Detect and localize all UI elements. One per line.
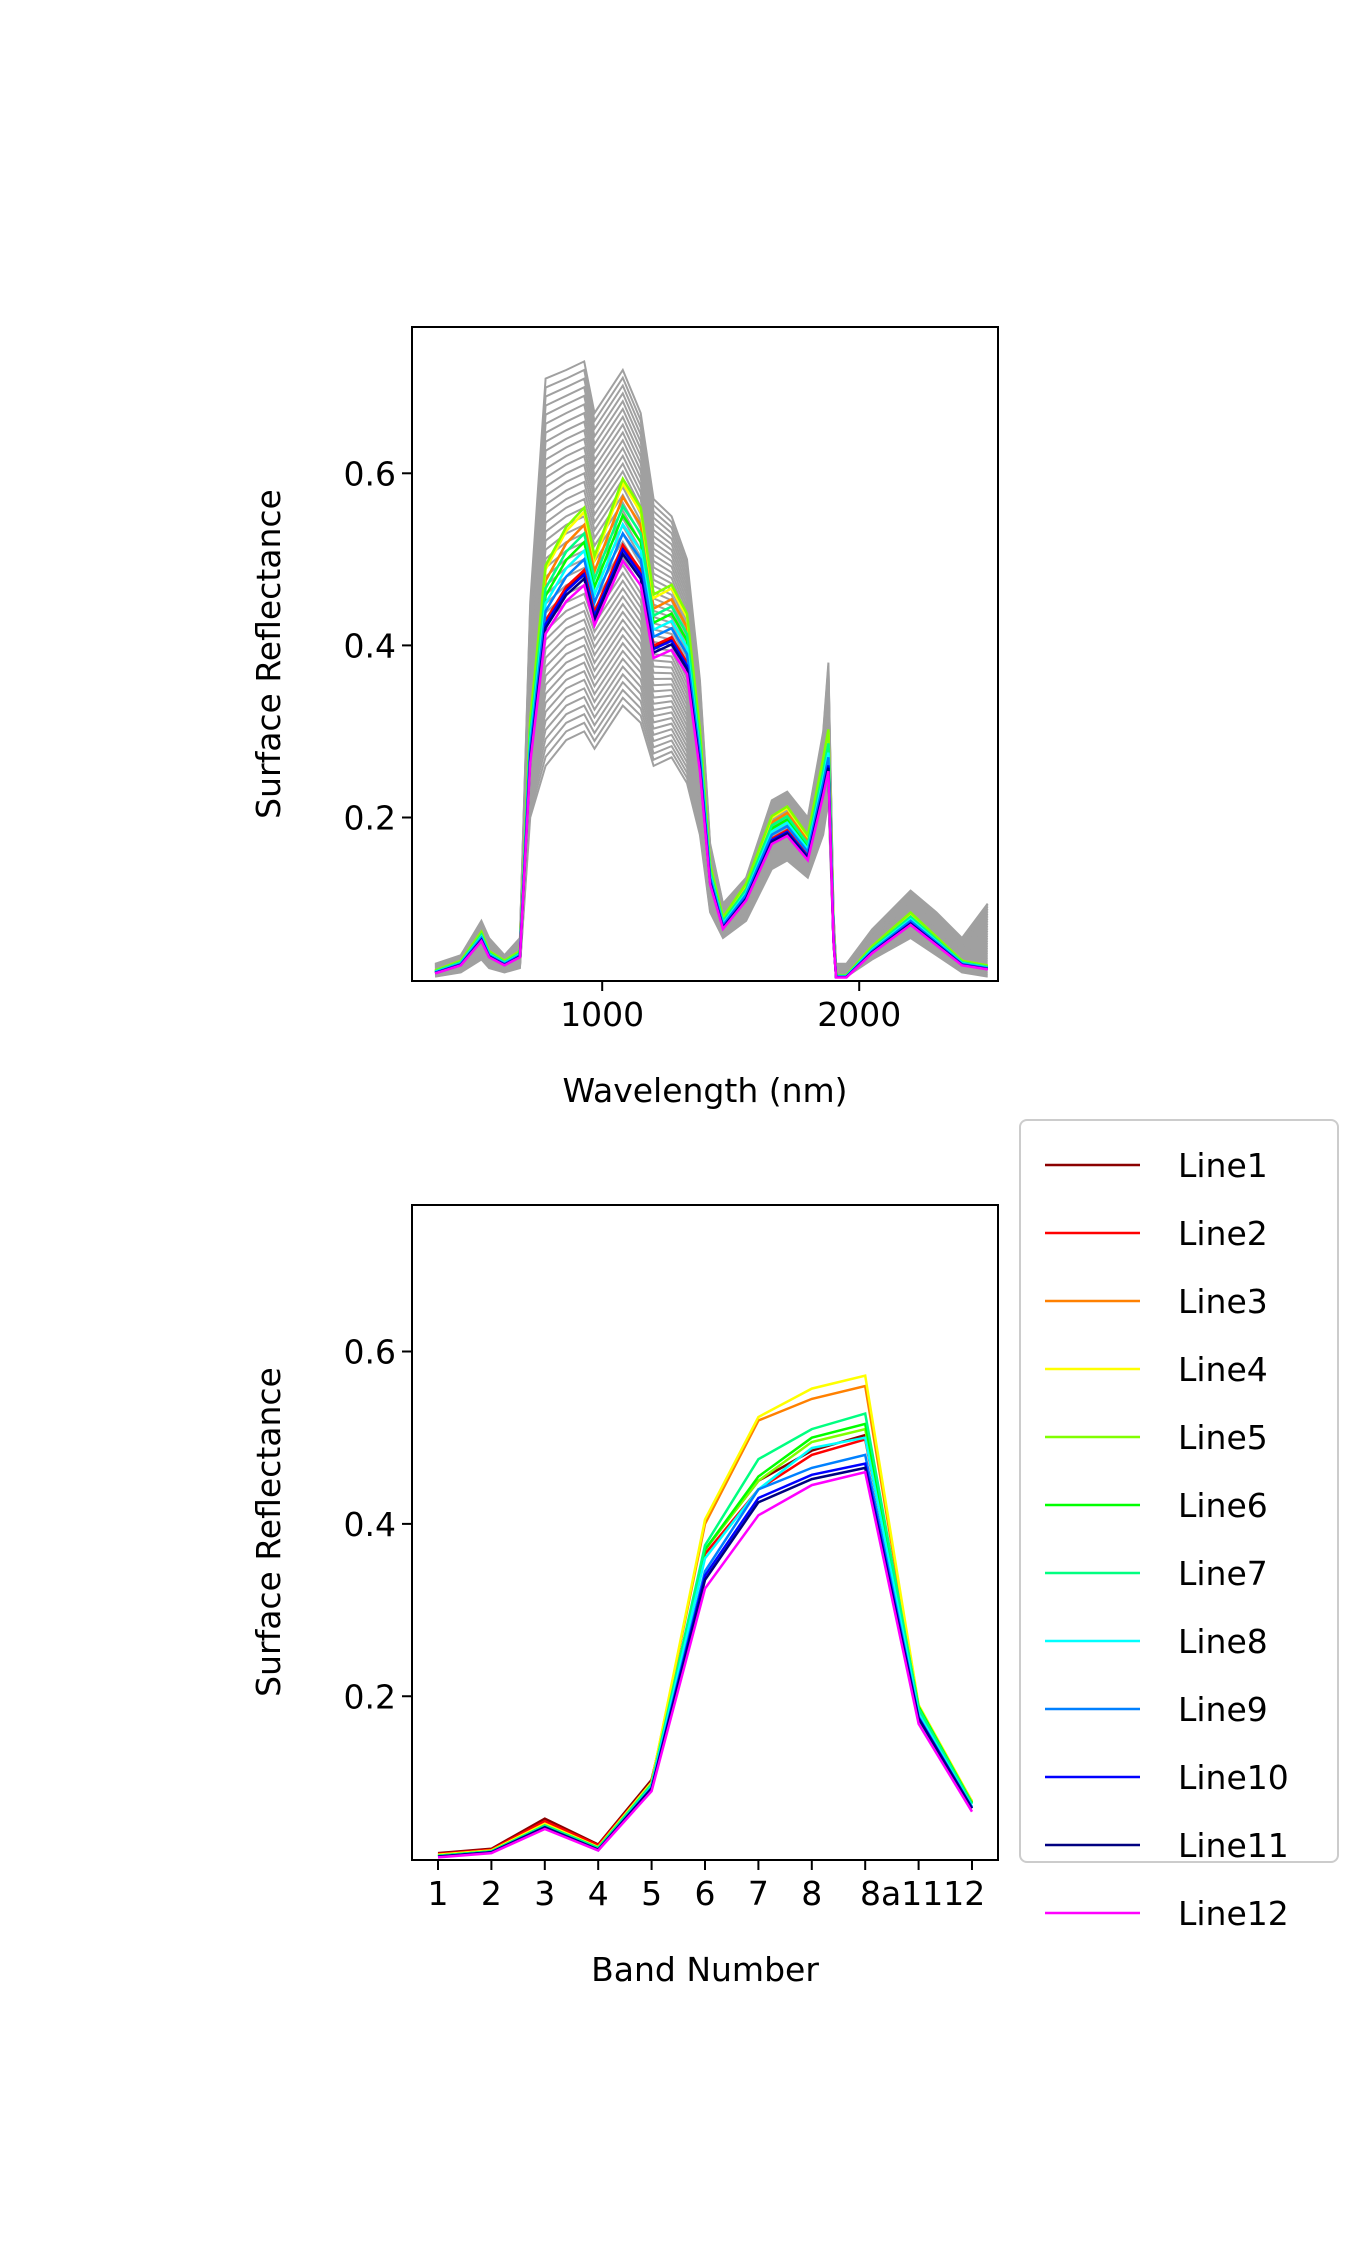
legend-label: Line11 xyxy=(1178,1826,1289,1865)
legend-entry-line12: Line12 xyxy=(1045,1894,1289,1933)
x-tick-label: 2 xyxy=(481,1874,502,1913)
legend-label: Line5 xyxy=(1178,1418,1268,1457)
legend-label: Line6 xyxy=(1178,1486,1268,1525)
y-ticks-bottom: 0.2 0.4 0.6 xyxy=(344,1333,412,1716)
legend-entry-line1: Line1 xyxy=(1045,1146,1268,1185)
band-line-line12 xyxy=(437,1470,974,1859)
highlighted-spectra xyxy=(434,475,988,979)
legend-entry-line7: Line7 xyxy=(1045,1554,1268,1593)
legend-entry-line10: Line10 xyxy=(1045,1758,1289,1797)
x-tick-label: 2000 xyxy=(817,995,901,1034)
x-tick-label: 6 xyxy=(695,1874,716,1913)
x-axis-label-top: Wavelength (nm) xyxy=(562,1071,847,1110)
legend-label: Line10 xyxy=(1178,1758,1289,1797)
legend-entry-line8: Line8 xyxy=(1045,1622,1268,1661)
x-tick-label: 7 xyxy=(748,1874,769,1913)
background-spectrum-line xyxy=(434,359,989,965)
x-ticks-top: 1000 2000 xyxy=(560,981,901,1034)
legend-entry-line11: Line11 xyxy=(1045,1826,1289,1865)
legend-entry-line6: Line6 xyxy=(1045,1486,1268,1525)
band-plot: 1 2 3 4 5 6 7 8 8a1112 0.2 0.4 0.6 Band Number Sur… xyxy=(249,1204,999,1989)
band-line-line7 xyxy=(437,1412,974,1857)
x-tick-label: 1 xyxy=(428,1874,449,1913)
legend-label: Line2 xyxy=(1178,1214,1268,1253)
x-tick-label: 8a1112 xyxy=(860,1874,985,1913)
legend: Line1 Line2 Line3 Line4 Line5 Line6 Line7 Line8… xyxy=(1019,1119,1339,1933)
y-tick-label: 0.6 xyxy=(344,454,396,493)
x-tick-label: 4 xyxy=(588,1874,609,1913)
band-line-line4 xyxy=(437,1374,974,1857)
legend-entry-line2: Line2 xyxy=(1045,1214,1268,1253)
legend-entry-line9: Line9 xyxy=(1045,1690,1268,1729)
y-axis-label-top: Surface Reflectance xyxy=(249,489,288,819)
x-axis-label-bottom: Band Number xyxy=(591,1950,819,1989)
y-tick-label: 0.4 xyxy=(344,626,396,665)
plot-frame-top xyxy=(411,326,999,982)
y-tick-label: 0.2 xyxy=(344,799,396,838)
legend-label: Line7 xyxy=(1178,1554,1268,1593)
x-tick-label: 5 xyxy=(641,1874,662,1913)
y-tick-label: 0.4 xyxy=(344,1505,396,1544)
legend-entry-line3: Line3 xyxy=(1045,1282,1268,1321)
legend-label: Line4 xyxy=(1178,1350,1268,1389)
legend-label: Line1 xyxy=(1178,1146,1268,1185)
band-series xyxy=(437,1374,974,1859)
legend-box xyxy=(1019,1119,1339,1863)
x-ticks-bottom: 1 2 3 4 5 6 7 8 8a1112 xyxy=(428,1860,985,1913)
y-ticks-top: 0.2 0.4 0.6 xyxy=(344,454,412,838)
y-tick-label: 0.6 xyxy=(344,1333,396,1372)
legend-label: Line8 xyxy=(1178,1622,1268,1661)
legend-label: Line3 xyxy=(1178,1282,1268,1321)
legend-label: Line9 xyxy=(1178,1690,1268,1729)
spectrum-plot: 1000 2000 0.2 0.4 0.6 Wavelength (nm) Surfa… xyxy=(249,326,999,1110)
x-tick-label: 1000 xyxy=(560,995,644,1034)
legend-entry-line5: Line5 xyxy=(1045,1418,1268,1457)
legend-label: Line12 xyxy=(1178,1894,1289,1933)
x-tick-label: 3 xyxy=(534,1874,555,1913)
x-tick-label: 8 xyxy=(801,1874,822,1913)
y-tick-label: 0.2 xyxy=(344,1677,396,1716)
y-axis-label-bottom: Surface Reflectance xyxy=(249,1367,288,1697)
legend-entry-line4: Line4 xyxy=(1045,1350,1268,1389)
spectrum-line-line12 xyxy=(434,558,988,979)
